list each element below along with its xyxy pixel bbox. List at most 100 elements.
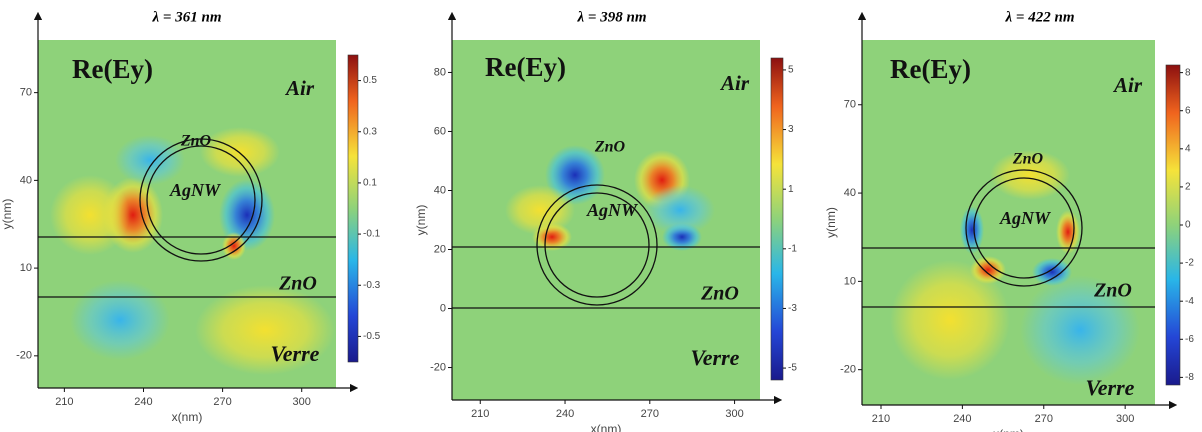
field-hotspot [115, 135, 185, 185]
region-label: ZnO [594, 139, 626, 156]
y-tick-label: -20 [16, 350, 32, 362]
field-hotspot [1020, 275, 1140, 385]
x-tick-label: 210 [471, 408, 489, 420]
y-tick-label: 10 [20, 262, 32, 274]
colorbar-tick-label: 0.3 [363, 126, 377, 137]
shell-outline [536, 184, 658, 306]
region-label: AgNW [999, 208, 1052, 228]
region-label: Verre [271, 341, 320, 366]
field-map [452, 40, 760, 400]
field-label: Re(Ey) [485, 52, 566, 82]
x-tick-label: 270 [641, 408, 659, 420]
colorbar-tick-label: 0.5 [363, 75, 377, 86]
field-map [38, 40, 336, 388]
colorbar-tick-label: 2 [1185, 182, 1191, 193]
y-tick-label: 10 [844, 275, 856, 287]
colorbar [770, 57, 784, 381]
panel-title: λ = 361 nm [152, 9, 222, 25]
y-tick-label: 40 [434, 184, 446, 196]
region-label: Verre [691, 345, 740, 370]
x-axis-label: x(nm) [591, 422, 622, 432]
colorbar-tick-label: -8 [1185, 372, 1194, 383]
colorbar-tick-label: -5 [788, 363, 797, 374]
region-label: Air [1112, 73, 1143, 97]
x-tick-label: 300 [293, 396, 311, 408]
y-tick-label: 80 [434, 66, 446, 78]
y-tick-label: 40 [844, 187, 856, 199]
colorbar-tick-label: -0.1 [363, 229, 381, 240]
colorbar-tick-label: 1 [788, 184, 794, 195]
field-map [862, 40, 1155, 405]
colorbar-tick-label: 3 [788, 124, 794, 135]
colorbar-tick-label: 4 [1185, 143, 1191, 154]
region-label: ZnO [1093, 280, 1132, 302]
field-hotspot [960, 206, 984, 254]
x-axis-label: x(nm) [172, 410, 203, 424]
region-label: Air [719, 71, 750, 95]
panel-title: λ = 422 nm [1005, 9, 1075, 25]
x-tick-label: 210 [872, 413, 890, 425]
colorbar-tick-label: -2 [1185, 258, 1194, 269]
colorbar-tick-label: -1 [788, 243, 797, 254]
region-label: Air [284, 76, 315, 100]
field-label: Re(Ey) [890, 54, 971, 84]
colorbar-tick-label: 0.1 [363, 178, 377, 189]
y-axis-label: y(nm) [0, 199, 14, 230]
field-hotspot [645, 185, 715, 235]
region-label: AgNW [169, 180, 222, 200]
y-tick-label: 70 [20, 87, 32, 99]
region-label: ZnO [1012, 151, 1044, 168]
field-hotspot [70, 280, 170, 360]
x-axis-label: x(nm) [993, 427, 1024, 432]
colorbar-tick-label: -0.5 [363, 331, 381, 342]
panel-title: λ = 398 nm [577, 9, 647, 25]
region-label: AgNW [586, 200, 639, 220]
y-tick-label: 0 [440, 302, 446, 314]
y-axis-label: y(nm) [824, 207, 838, 238]
field-hotspot [222, 232, 246, 260]
field-label: Re(Ey) [72, 54, 153, 84]
core-outline [146, 145, 256, 255]
colorbar-tick-label: -4 [1185, 296, 1194, 307]
y-tick-label: 20 [434, 243, 446, 255]
colorbar-tick-label: 0 [1185, 220, 1191, 231]
colorbar-tick-label: -0.3 [363, 280, 381, 291]
x-tick-label: 270 [213, 396, 231, 408]
region-label: ZnO [180, 133, 212, 150]
y-tick-label: -20 [840, 364, 856, 376]
y-axis-label: y(nm) [414, 205, 428, 236]
x-tick-label: 210 [55, 396, 73, 408]
core-outline [973, 177, 1075, 279]
field-hotspot [195, 285, 335, 375]
y-tick-label: 70 [844, 99, 856, 111]
shell-outline [139, 138, 263, 262]
y-tick-label: -20 [430, 361, 446, 373]
colorbar-tick-label: 6 [1185, 105, 1191, 116]
core-outline [544, 192, 650, 298]
x-tick-label: 240 [134, 396, 152, 408]
x-tick-label: 240 [556, 408, 574, 420]
panel: 210 240 270 300 70 40 10 -20 x(nm) y(nm) λ = 361 n… [0, 9, 380, 424]
colorbar-tick-label: -3 [788, 303, 797, 314]
x-tick-label: 300 [725, 408, 743, 420]
region-label: ZnO [700, 283, 739, 305]
colorbar-tick-label: 8 [1185, 67, 1191, 78]
field-hotspot [50, 175, 130, 255]
colorbar [1165, 64, 1181, 386]
colorbar [347, 54, 359, 363]
field-hotspot [990, 150, 1070, 200]
field-hotspot [505, 185, 575, 235]
region-label: ZnO [278, 273, 317, 295]
colorbar-tick-label: -6 [1185, 334, 1194, 345]
field-hotspot [200, 127, 280, 177]
colorbar-tick-label: 5 [788, 65, 794, 76]
x-tick-label: 270 [1035, 413, 1053, 425]
y-tick-label: 40 [20, 174, 32, 186]
panel: 210 240 270 300 80 60 40 20 0 -20 x(nm) y(nm) λ = 39… [414, 9, 797, 432]
x-tick-label: 300 [1116, 413, 1134, 425]
y-tick-label: 60 [434, 125, 446, 137]
shell-outline [965, 169, 1083, 287]
region-label: Verre [1086, 375, 1135, 400]
